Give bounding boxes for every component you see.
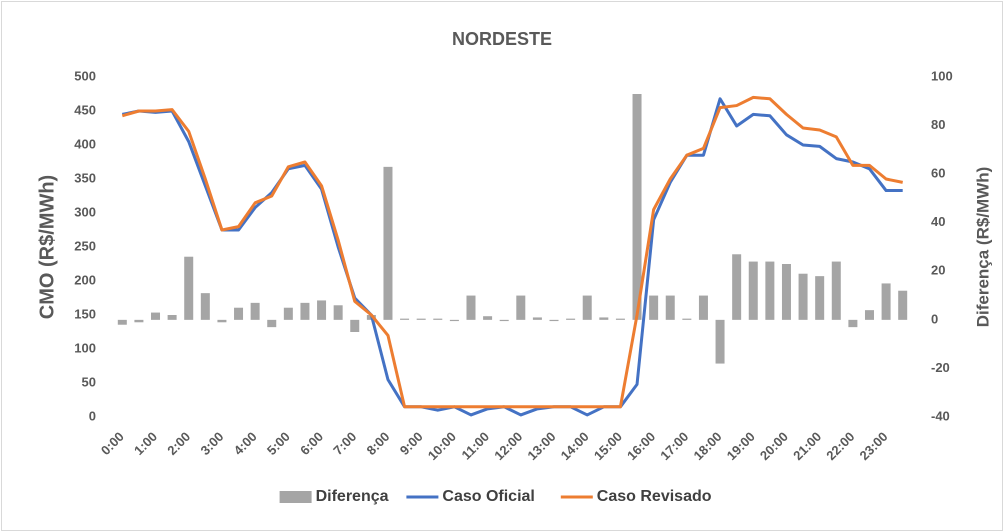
y2-tick-label: 100	[931, 68, 953, 83]
y-tick-label: 450	[74, 102, 96, 117]
line	[121, 95, 903, 409]
y-tick-label: 100	[74, 340, 96, 355]
bar	[250, 302, 260, 320]
bar	[682, 318, 692, 320]
bar	[449, 319, 459, 322]
bar	[848, 319, 858, 328]
y-tick-label: 250	[74, 238, 96, 253]
chart-title: NORDESTE	[452, 29, 552, 49]
bar	[898, 290, 908, 320]
y-tick-label: 350	[74, 170, 96, 185]
bar	[549, 319, 559, 322]
bar	[466, 295, 476, 320]
y2-tick-label: -40	[931, 408, 950, 423]
bar	[483, 316, 493, 320]
bar	[715, 319, 725, 364]
bar	[383, 166, 393, 320]
bar	[167, 315, 177, 320]
bar	[184, 256, 194, 320]
y-axis-title: CMO (R$/MWh)	[36, 175, 58, 319]
bar	[798, 273, 808, 320]
bar	[881, 283, 891, 320]
bar	[815, 276, 825, 320]
bar	[532, 317, 542, 320]
bar	[831, 261, 841, 320]
bar	[665, 295, 675, 320]
y2-tick-label: -20	[931, 360, 950, 375]
bar	[416, 318, 426, 320]
y2-tick-label: 80	[931, 117, 945, 132]
bar	[134, 319, 144, 323]
legend-label: Caso Revisado	[597, 488, 712, 505]
bar	[117, 319, 127, 325]
bar	[499, 319, 509, 322]
bar	[864, 310, 874, 320]
y-tick-label: 500	[74, 68, 96, 83]
bar	[599, 317, 609, 320]
y2-tick-label: 40	[931, 214, 945, 229]
bar	[698, 295, 708, 320]
bar	[317, 300, 327, 320]
y-tick-label: 300	[74, 204, 96, 219]
bar	[516, 295, 526, 320]
bar	[151, 312, 161, 320]
bar	[732, 254, 742, 320]
bar	[350, 319, 360, 332]
y-tick-label: 400	[74, 136, 96, 151]
y2-tick-label: 0	[931, 311, 938, 326]
y2-tick-label: 20	[931, 263, 945, 278]
bar	[615, 318, 625, 320]
y-tick-label: 150	[74, 306, 96, 321]
bar	[433, 318, 443, 320]
bar	[765, 261, 775, 320]
bar	[333, 305, 343, 320]
bar	[748, 261, 758, 320]
bar	[300, 302, 310, 320]
y2-axis-title: Diferença (R$/MWh)	[973, 167, 992, 328]
legend-label: Diferença	[316, 488, 389, 505]
legend-label: Caso Oficial	[442, 488, 534, 505]
y2-tick-label: 60	[931, 166, 945, 181]
bar	[217, 319, 227, 323]
y-tick-label: 50	[82, 374, 96, 389]
bar	[267, 319, 277, 328]
bar	[283, 307, 293, 320]
bar	[400, 318, 410, 320]
y-tick-label: 200	[74, 272, 96, 287]
bar	[632, 94, 642, 320]
bar	[781, 264, 791, 320]
bar	[582, 295, 592, 320]
bar	[566, 318, 576, 320]
legend-swatch	[279, 491, 312, 503]
y-tick-label: 0	[89, 408, 96, 423]
bar	[234, 307, 244, 320]
bar	[649, 295, 659, 320]
line	[122, 97, 903, 417]
bar	[200, 293, 210, 320]
